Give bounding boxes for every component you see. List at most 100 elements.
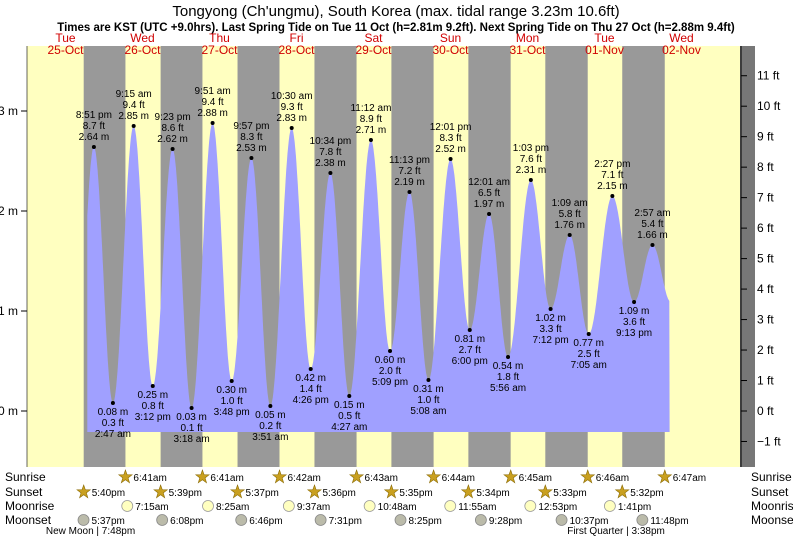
sunset-event: 5:32pm — [614, 484, 664, 499]
low-tide-label: 0.15 m0.5 ft4:27 am — [331, 394, 367, 433]
tide-time: 10:34 pm — [310, 136, 352, 147]
tide-height-m: 2.15 m — [597, 181, 628, 192]
high-tide-label: 8:51 pm8.7 ft2.64 m — [76, 110, 112, 149]
sunset-event: 5:37pm — [230, 484, 279, 499]
sun-icon — [503, 469, 519, 484]
low-tide-label: 0.42 m1.4 ft4:26 pm — [293, 367, 329, 406]
tide-height-ft: 5.8 ft — [559, 209, 581, 220]
high-tide-label: 9:15 am9.4 ft2.85 m — [116, 89, 152, 128]
moonrise-row-label-left: Moonrise — [5, 499, 55, 513]
tide-extreme-dot — [548, 307, 553, 311]
tide-time: 9:15 am — [116, 89, 152, 100]
moon-icon — [555, 514, 568, 526]
tide-time: 3:18 am — [174, 434, 210, 445]
tide-extreme-dot — [448, 157, 453, 161]
day-date: 29-Oct — [355, 43, 392, 57]
tide-height-m: 0.31 m — [413, 384, 444, 395]
tide-height-ft: 3.6 ft — [623, 317, 645, 328]
sunrise-event: 6:43am — [349, 469, 398, 484]
moon-icon — [314, 514, 327, 526]
day-name: Mon — [516, 31, 539, 45]
sun-icon — [230, 484, 246, 499]
moonrise-row-label-right: Moonrise — [751, 499, 793, 513]
sunrise-event: 6:41am — [117, 469, 167, 484]
high-tide-label: 12:01 am6.5 ft1.97 m — [468, 177, 510, 216]
tide-height-ft: 0.1 ft — [180, 423, 202, 434]
tide-height-ft: 3.3 ft — [539, 324, 561, 335]
sunset-event: 5:40pm — [76, 484, 125, 499]
high-tide-label: 9:57 pm8.3 ft2.53 m — [233, 121, 269, 160]
tide-height-ft: 0.8 ft — [142, 401, 164, 412]
moon-icon — [282, 500, 295, 512]
tide-height-ft: 2.0 ft — [379, 366, 401, 377]
tide-height-m: 0.42 m — [295, 373, 326, 384]
high-tide-label: 1:09 am5.8 ft1.76 m — [552, 198, 588, 237]
tide-time: 11:12 am — [350, 103, 391, 114]
sun-icon — [460, 484, 476, 499]
tide-time: 2:57 am — [634, 208, 670, 219]
sunrise-event: 6:47am — [657, 469, 706, 484]
tide-extreme-dot — [388, 349, 393, 353]
high-tide-label: 10:34 pm7.8 ft2.38 m — [310, 136, 352, 175]
tide-height-m: 0.54 m — [493, 361, 524, 372]
moon-icon — [121, 500, 134, 512]
tide-height-m: 0.03 m — [176, 412, 207, 423]
tide-time: 9:51 am — [195, 86, 231, 97]
right-tick-label: 5 ft — [757, 252, 774, 266]
sunrise-event: 6:42am — [271, 469, 321, 484]
day-date: 28-Oct — [278, 43, 315, 57]
tide-height-m: 0.08 m — [98, 407, 129, 418]
tide-extreme-dot — [229, 379, 234, 383]
tide-height-ft: 9.4 ft — [123, 100, 145, 111]
sunset-event: 5:34pm — [460, 484, 510, 499]
moonrise-time: 9:37am — [297, 502, 330, 513]
tide-height-ft: 0.5 ft — [338, 411, 360, 422]
right-tick-label: 9 ft — [757, 130, 774, 144]
sun-icon — [614, 484, 630, 499]
low-tide-label: 1.09 m3.6 ft9:13 pm — [616, 300, 652, 339]
moon-icon — [202, 500, 214, 512]
moonrise-time: 12:53pm — [538, 502, 577, 513]
tide-height-m: 1.09 m — [619, 306, 650, 317]
tide-height-m: 1.66 m — [637, 230, 668, 241]
low-tide-label: 0.08 m0.3 ft2:47 am — [95, 401, 131, 440]
tide-time: 10:30 am — [271, 91, 313, 102]
tide-height-ft: 1.0 ft — [221, 396, 243, 407]
axes: 0 m 1 m 2 m 3 m −1 ft 0 ft 1 ft 2 ft 3 ft 4 ft 5 f… — [0, 46, 781, 467]
tide-extreme-dot — [632, 300, 637, 304]
right-tick-label: 8 ft — [757, 160, 774, 174]
sunrise-time: 6:47am — [673, 473, 706, 484]
chart-subtitle: Times are KST (UTC +9.0hrs). Last Spring… — [57, 22, 735, 34]
sunset-time: 5:33pm — [553, 488, 586, 499]
tide-height-m: 0.77 m — [573, 338, 604, 349]
high-tide-label: 10:30 am9.3 ft2.83 m — [271, 91, 313, 130]
tide-time: 9:13 pm — [616, 328, 652, 339]
extreme-labels: 8:51 pm8.7 ft2.64 m 0.08 m0.3 ft2:47 am 9:… — [76, 86, 671, 445]
moonrise-event: 10:48am — [363, 500, 417, 513]
high-tide-label: 9:23 pm8.6 ft2.62 m — [155, 112, 191, 151]
high-tide-label: 2:27 pm7.1 ft2.15 m — [594, 159, 630, 198]
tide-height-m: 2.64 m — [79, 132, 110, 143]
moon-icon — [363, 500, 376, 512]
tide-height-ft: 1.8 ft — [497, 372, 519, 383]
high-tide-label: 9:51 am9.4 ft2.88 m — [195, 86, 231, 125]
tide-time: 7:05 am — [571, 360, 607, 371]
tide-extreme-dot — [407, 190, 412, 194]
tide-height-m: 1.02 m — [535, 313, 566, 324]
moonrise-event: 9:37am — [282, 500, 330, 513]
moonset-event: 6:46pm — [235, 514, 283, 527]
moonset-time: 6:46pm — [249, 516, 282, 527]
sun-icon — [153, 484, 169, 499]
sunset-row-label-left: Sunset — [5, 485, 43, 499]
tide-height-ft: 8.9 ft — [360, 114, 382, 125]
tide-height-ft: 0.3 ft — [102, 418, 124, 429]
tide-time: 3:12 pm — [135, 412, 171, 423]
sun-icon — [306, 484, 322, 499]
sun-icon — [580, 469, 596, 484]
tide-height-ft: 2.7 ft — [459, 345, 481, 356]
moonset-time: 8:25pm — [409, 516, 442, 527]
left-tick-label: 0 m — [0, 404, 18, 418]
day-name: Fri — [290, 31, 304, 45]
tide-extreme-dot — [289, 126, 294, 130]
